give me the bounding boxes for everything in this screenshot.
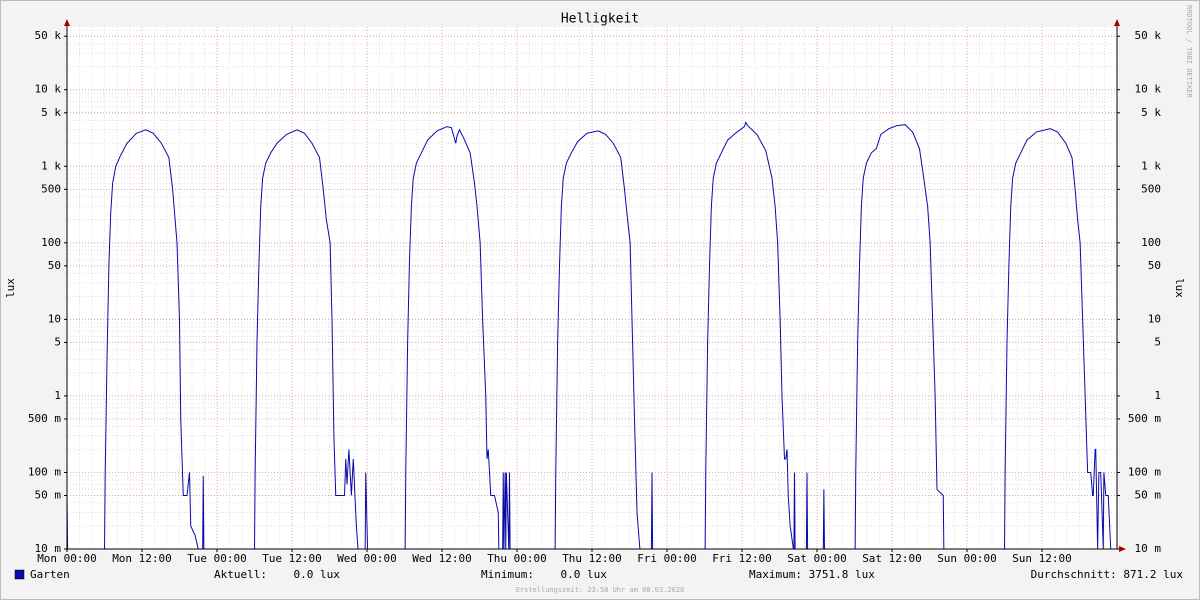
y-tick-label: 500 m — [28, 412, 61, 425]
x-tick-label: Thu 00:00 — [487, 552, 547, 565]
x-tick-label: Tue 12:00 — [262, 552, 322, 565]
y-tick-label: 50 m — [35, 488, 62, 501]
plot — [67, 121, 1112, 549]
x-tick-label: Wed 12:00 — [412, 552, 472, 565]
x-tick-label: Wed 00:00 — [337, 552, 397, 565]
grid — [64, 27, 1120, 552]
footer: Erstellungszeit: 23:58 Uhr am 08.03.2026 — [516, 586, 685, 594]
y2-tick-label: 100 — [1141, 236, 1161, 249]
y2-axis-label: lux — [1173, 278, 1186, 298]
y2-tick-label: 50 m — [1135, 488, 1162, 501]
y-tick-label: 1 — [54, 389, 61, 402]
y2-tick-label: 10 — [1148, 312, 1161, 325]
y2-tick-label: 10 k — [1135, 83, 1162, 96]
legend-swatch — [14, 569, 25, 580]
x-tick-label: Sat 12:00 — [862, 552, 922, 565]
x-tick-label: Sun 00:00 — [937, 552, 997, 565]
axis-arrow — [64, 19, 70, 26]
x-tick-label: Thu 12:00 — [562, 552, 622, 565]
y2-tick-label: 1 k — [1141, 159, 1161, 172]
x-tick-label: Mon 00:00 — [37, 552, 97, 565]
stat-maximum: Maximum: 3751.8 lux — [749, 568, 875, 581]
y-tick-label: 1 k — [41, 159, 61, 172]
y2-tick-label: 100 m — [1128, 465, 1161, 478]
y-tick-label: 10 m — [35, 542, 62, 555]
y-tick-label: 10 k — [35, 83, 62, 96]
y2-tick-label: 5 — [1154, 335, 1161, 348]
y-axis-label: lux — [4, 278, 17, 298]
y-tick-label: 100 m — [28, 465, 61, 478]
y2-tick-label: 500 m — [1128, 412, 1161, 425]
axis-arrow — [1119, 546, 1126, 552]
y-tick-label: 10 — [48, 312, 61, 325]
chart-title: Helligkeit — [561, 12, 639, 27]
y-tick-label: 5 — [54, 335, 61, 348]
y-tick-label: 50 k — [35, 29, 62, 42]
x-tick-label: Sat 00:00 — [787, 552, 847, 565]
y-tick-label: 500 — [41, 182, 61, 195]
axes — [64, 19, 1126, 552]
legend-label: Garten — [30, 568, 70, 581]
stat-current: Aktuell: 0.0 lux — [214, 568, 340, 581]
x-tick-label: Mon 12:00 — [112, 552, 172, 565]
y2-tick-label: 10 m — [1135, 542, 1162, 555]
x-tick-label: Sun 12:00 — [1012, 552, 1072, 565]
watermark: RRDTOOL / TOBI OETIKER — [1185, 5, 1193, 99]
y2-tick-label: 5 k — [1141, 106, 1161, 119]
stat-minimum: Minimum: 0.0 lux — [481, 568, 607, 581]
y-tick-label: 5 k — [41, 106, 61, 119]
y2-tick-label: 50 — [1148, 259, 1161, 272]
y2-tick-label: 500 — [1141, 182, 1161, 195]
y-tick-label: 100 — [41, 236, 61, 249]
y2-tick-label: 50 k — [1135, 29, 1162, 42]
x-tick-label: Fri 00:00 — [637, 552, 697, 565]
series-line — [67, 121, 1112, 549]
stat-average: Durchschnitt: 871.2 lux — [1031, 568, 1184, 581]
y2-tick-label: 1 — [1154, 389, 1161, 402]
y-tick-label: 50 — [48, 259, 61, 272]
x-tick-label: Tue 00:00 — [187, 552, 247, 565]
x-tick-label: Fri 12:00 — [712, 552, 772, 565]
axis-arrow — [1114, 19, 1120, 26]
